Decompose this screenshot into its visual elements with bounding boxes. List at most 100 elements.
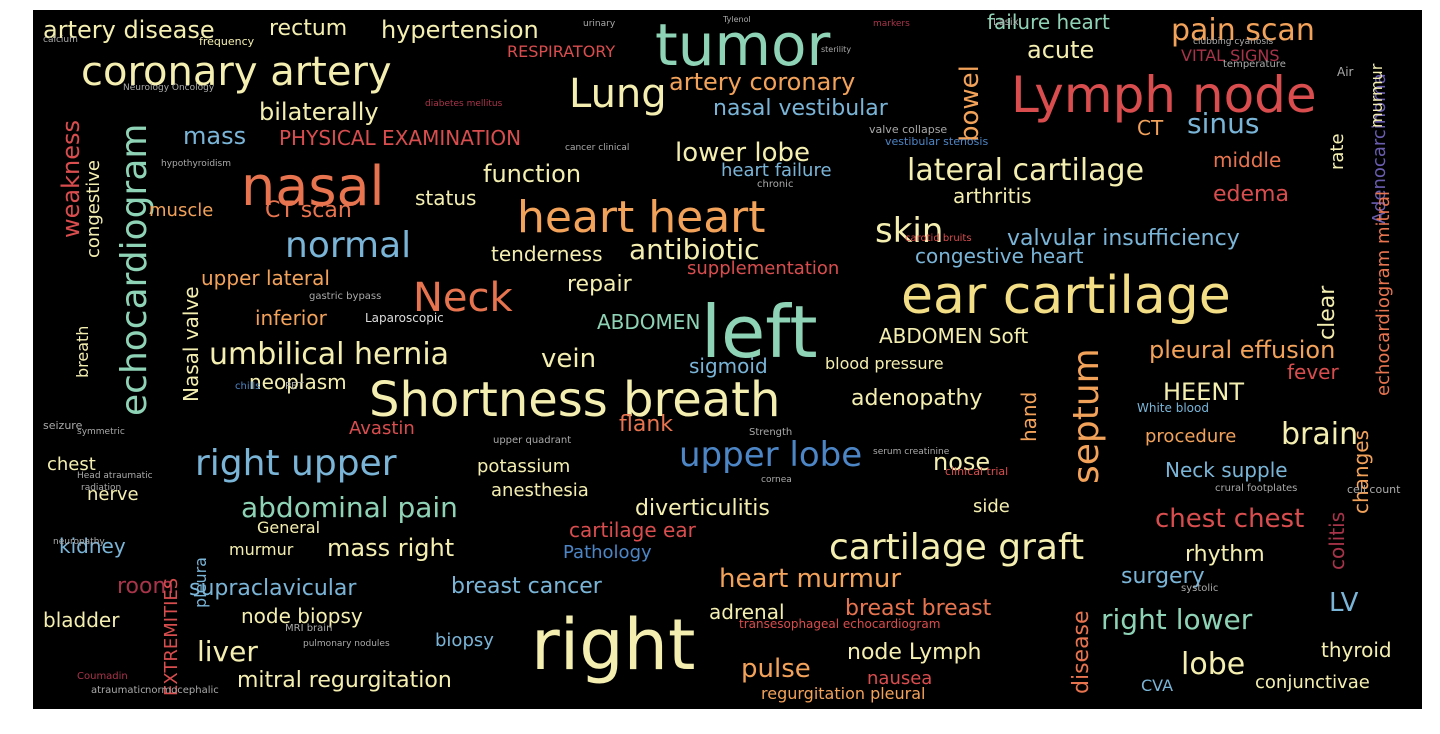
word: frequency: [199, 35, 255, 48]
word: bowel: [955, 65, 985, 142]
word: neuropathy: [53, 537, 105, 547]
word: murmur: [1367, 63, 1386, 128]
word: cell count: [1347, 483, 1401, 496]
word: pulmonary nodules: [303, 639, 390, 649]
word: disease: [1069, 610, 1094, 694]
word: CT scan: [265, 198, 352, 223]
word: serum creatinine: [873, 447, 950, 457]
word: systolic: [1181, 583, 1219, 594]
word: seizure: [43, 419, 83, 432]
word: status: [415, 186, 477, 210]
word: hand: [1017, 391, 1041, 442]
word: breast cancer: [451, 574, 602, 599]
word: middle: [1213, 148, 1282, 172]
word: brain: [1281, 417, 1359, 452]
word: chills: [235, 381, 261, 392]
word: biopsy: [435, 630, 494, 651]
word: mass right: [327, 534, 455, 562]
word: pleura: [191, 557, 210, 608]
word: temperature: [1223, 59, 1286, 70]
word: colitis: [1325, 511, 1349, 570]
word: artery coronary: [669, 68, 856, 96]
word: tenderness: [491, 242, 603, 266]
word: right lower: [1101, 603, 1253, 636]
word: congestive heart: [915, 244, 1084, 268]
word: Neck: [413, 275, 513, 321]
word: chest chest: [1155, 504, 1305, 534]
word: murmur: [229, 540, 294, 559]
word: echocardiogram mitral: [1373, 191, 1394, 396]
word: sinus: [1187, 107, 1260, 140]
word: echocardiogram: [114, 123, 155, 416]
word: chest: [47, 454, 96, 475]
word: nose: [933, 448, 991, 476]
word: Lasix: [993, 17, 1019, 28]
word: sigmoid: [689, 354, 768, 378]
word: VITAL SIGNS: [1181, 46, 1280, 65]
word: Laparoscopic: [365, 311, 444, 325]
word: supraclavicular: [189, 576, 357, 601]
word: neoplasm: [249, 370, 347, 394]
word: inferior: [255, 306, 327, 330]
word: PET: [285, 381, 304, 392]
word: function: [483, 160, 582, 188]
word: Head atraumatic: [77, 471, 153, 481]
word: edema: [1213, 182, 1289, 207]
word: MRI brain: [285, 623, 333, 634]
word: atraumatic: [91, 685, 146, 696]
word: acute: [1027, 36, 1095, 64]
word: mitral regurgitation: [237, 668, 452, 693]
word: cornea: [761, 475, 792, 485]
word: LV: [1329, 588, 1359, 618]
word: diverticulitis: [635, 496, 770, 521]
word: normal: [285, 225, 412, 266]
word: repair: [567, 272, 632, 297]
word: Air: [1337, 65, 1354, 79]
word: breath: [73, 325, 92, 378]
word: symmetric: [77, 427, 125, 437]
word: potassium: [477, 456, 571, 477]
word: heart failure: [721, 160, 832, 181]
word: White blood: [1137, 401, 1209, 415]
word: valve collapse: [869, 123, 948, 136]
word: diabetes mellitus: [425, 99, 503, 109]
word: EXTREMITIES: [161, 577, 182, 696]
word: PHYSICAL EXAMINATION: [279, 126, 522, 150]
word: clubbing cyanosis: [1193, 37, 1274, 47]
word: surgery: [1121, 564, 1205, 589]
word: congestive: [83, 160, 104, 258]
word: heart heart: [517, 192, 766, 243]
word: normocephalic: [145, 685, 219, 696]
word: failure heart: [987, 10, 1110, 34]
word: pulse: [741, 654, 811, 684]
word: adenopathy: [851, 386, 983, 411]
word: Pathology: [563, 542, 652, 563]
word: ABDOMEN Soft: [879, 324, 1029, 348]
word: room: [117, 574, 174, 599]
word: node biopsy: [241, 604, 363, 628]
word: rate: [1327, 133, 1348, 170]
word: coronary artery: [81, 49, 392, 95]
word: supplementation: [687, 258, 840, 279]
word: thyroid: [1321, 638, 1392, 662]
word: radiation: [81, 483, 122, 493]
word: flank: [619, 412, 674, 437]
word: regurgitation pleural: [761, 684, 926, 703]
word: weakness: [57, 120, 85, 238]
word: calcium: [43, 35, 78, 45]
word: anesthesia: [491, 480, 589, 501]
word: upper lateral: [201, 266, 330, 290]
word: conjunctivae: [1255, 672, 1370, 693]
word: procedure: [1145, 426, 1237, 447]
word: rhythm: [1185, 542, 1265, 567]
word: rectum: [269, 16, 348, 41]
word: valvular insufficiency: [1007, 226, 1240, 251]
word: fever: [1287, 360, 1339, 384]
word: pleural effusion: [1149, 336, 1336, 364]
word: clinical trial: [945, 465, 1009, 478]
word: transesophageal echocardiogram: [739, 617, 941, 631]
word: vestibular stenosis: [885, 135, 989, 148]
word: right: [531, 604, 696, 686]
word: bilaterally: [259, 98, 379, 126]
word: side: [973, 496, 1010, 517]
